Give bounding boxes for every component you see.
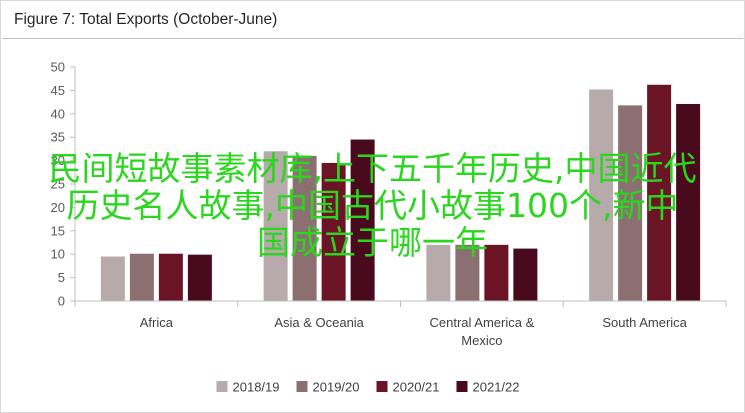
y-tick-label: 35 [51,130,65,145]
legend-swatch [216,381,228,392]
bar [350,139,375,301]
bar [187,254,212,301]
y-tick-label: 10 [51,247,65,262]
x-category-label: Central America & Mexico [429,315,534,348]
y-tick-label: 15 [51,223,65,238]
bar [647,84,672,301]
y-tick-label: 45 [51,83,65,98]
y-tick-label: 25 [51,177,65,192]
y-tick-label: 30 [51,153,65,168]
bar [618,105,643,301]
legend-swatch [456,381,468,392]
x-category-label: Asia & Oceania [274,315,364,330]
x-category-label: South America [602,315,687,330]
y-tick-label: 20 [51,200,65,215]
legend-swatch [296,381,308,392]
bar [589,89,614,302]
bar [321,162,346,301]
bar [513,248,538,301]
legend-swatch [376,381,388,392]
y-tick-label: 50 [51,60,65,75]
legend-label: 2018/19 [233,380,280,395]
bar [263,151,288,301]
bar [484,244,509,301]
title-bar: Figure 7: Total Exports (October-June) [2,2,743,39]
y-tick-label: 0 [58,294,65,309]
y-tick-label: 5 [58,270,65,285]
bar [158,253,183,301]
bar [100,256,125,301]
x-category-label: Africa [140,315,174,330]
y-tick-label: 40 [51,106,65,121]
bar [426,244,451,301]
x-axis: Africa Asia & Oceania Central America & Mex… [74,300,727,348]
legend-label: 2020/21 [393,380,440,395]
legend: 2018/19 2019/20 2020/21 2021/22 [216,380,520,395]
bar [676,103,701,301]
chart-title: Figure 7: Total Exports (October-June) [14,11,278,28]
y-axis: 0 5 10 15 20 25 30 35 40 45 50 [51,60,76,309]
bar [292,155,317,301]
bars [100,84,701,302]
legend-label: 2021/22 [473,380,520,395]
bar [455,244,480,301]
legend-label: 2019/20 [313,380,360,395]
bar [129,253,154,301]
